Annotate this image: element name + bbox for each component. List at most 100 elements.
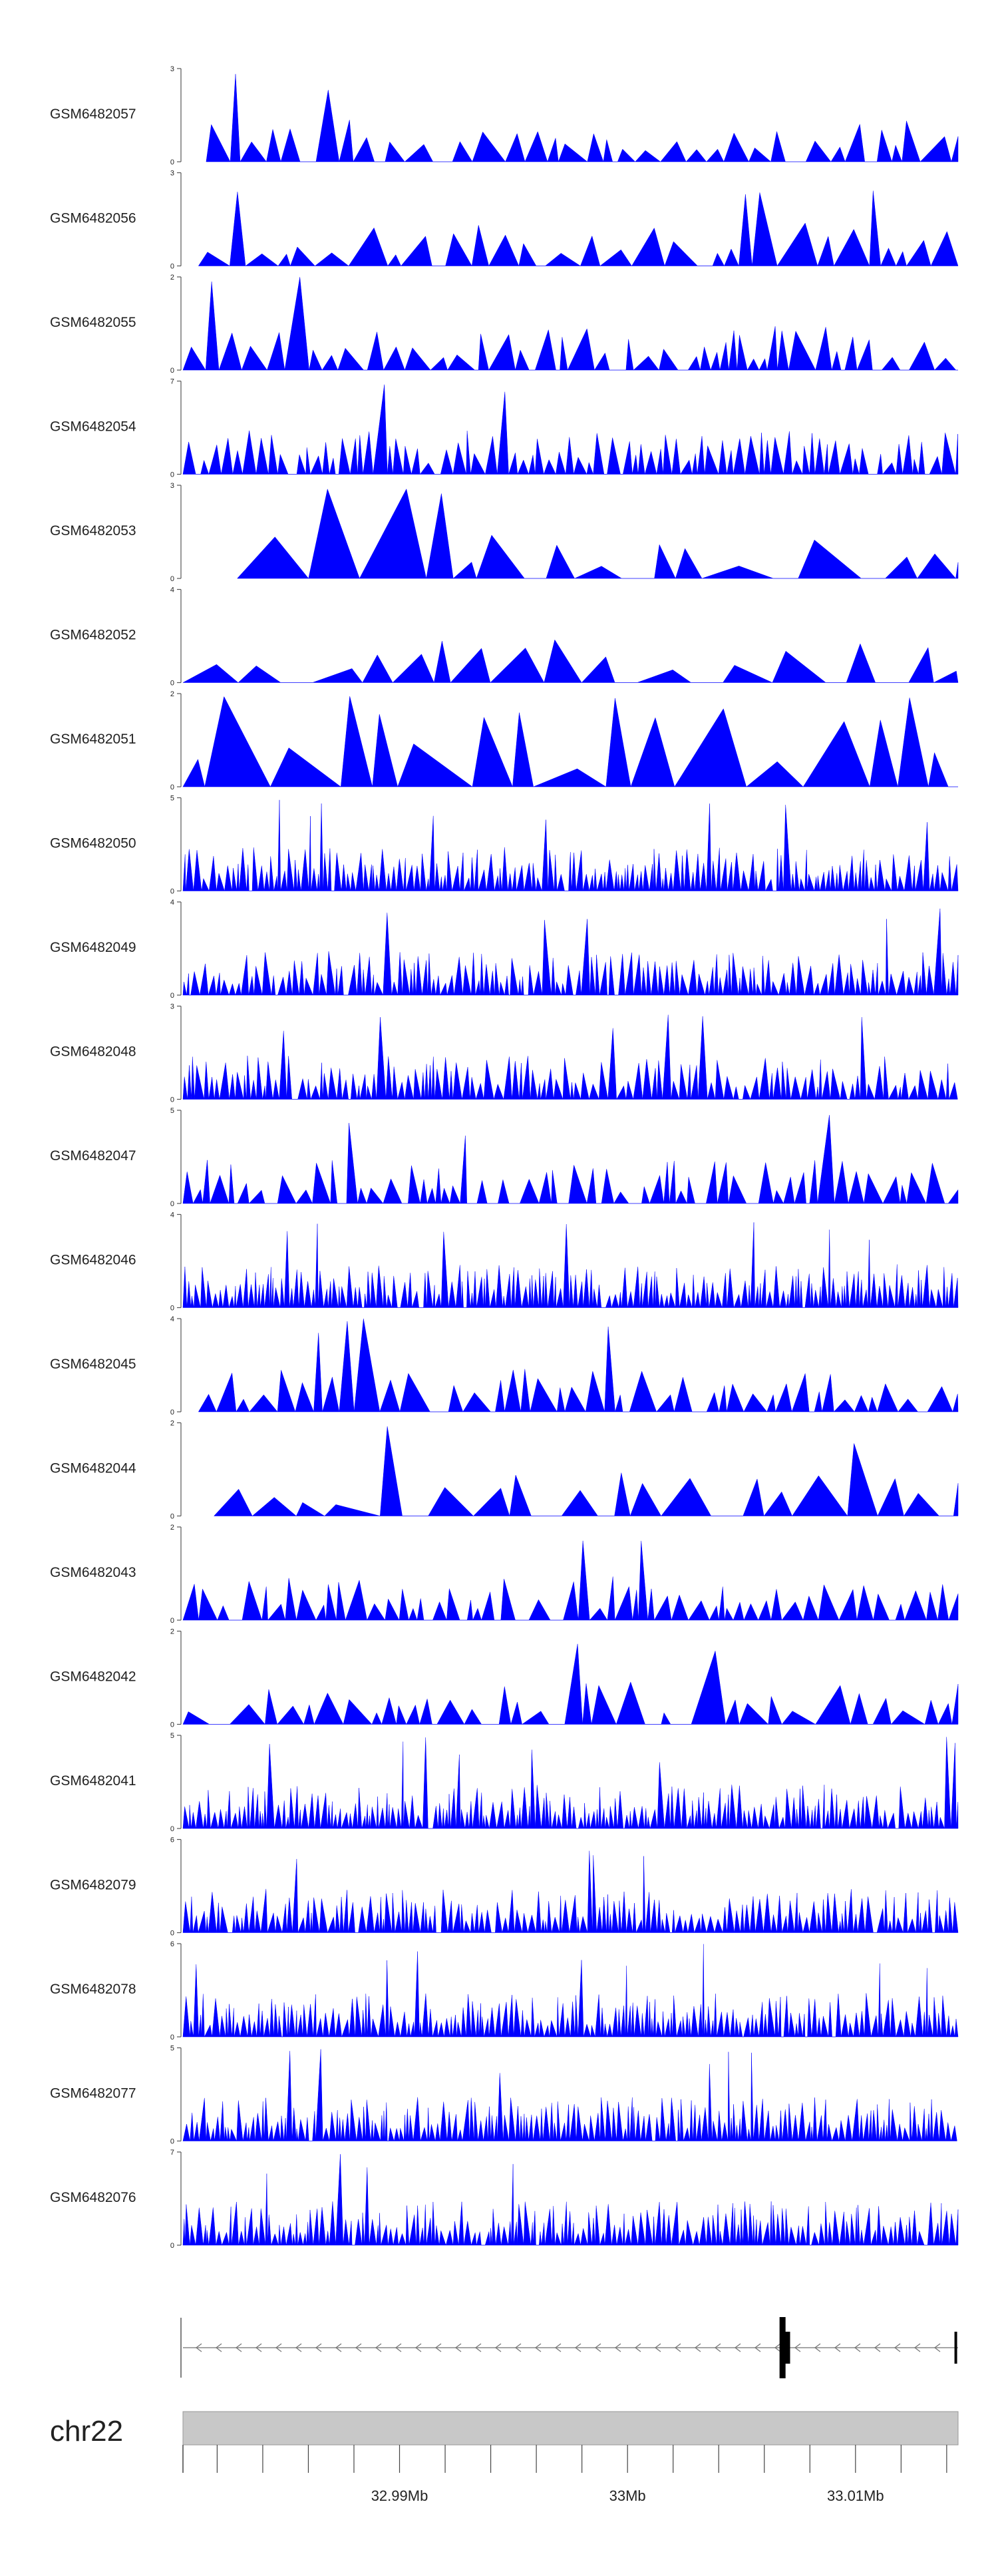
coverage-area [182, 1643, 959, 1725]
strand-arrow [255, 2343, 262, 2352]
strand-arrow [914, 2343, 921, 2352]
axis-tick-label: 33.01Mb [827, 2487, 884, 2504]
strand-arrow [195, 2343, 202, 2352]
track-label: GSM6482049 [50, 940, 136, 955]
track-GSM6482053: GSM6482053 3 0 [50, 482, 959, 583]
exon [954, 2332, 957, 2364]
track-label: GSM6482078 [50, 1982, 136, 1997]
coverage-area [182, 1737, 959, 1829]
track-GSM6482077: GSM6482077 5 0 [50, 2045, 957, 2146]
exon [784, 2332, 790, 2364]
strand-arrow [554, 2343, 562, 2352]
y-axis-zero-label: 0 [170, 2242, 174, 2250]
track-label: GSM6482076 [50, 2190, 136, 2205]
y-axis-max-label: 5 [170, 795, 174, 803]
strand-arrow [654, 2343, 661, 2352]
y-axis-zero-label: 0 [170, 1721, 174, 1729]
coverage-area [182, 696, 958, 787]
strand-arrow [794, 2343, 801, 2352]
y-axis-zero-label: 0 [170, 263, 174, 271]
strand-arrow [355, 2343, 362, 2352]
track-label: GSM6482043 [50, 1565, 136, 1580]
track-GSM6482046: GSM6482046 4 0 [50, 1211, 959, 1313]
y-axis-max-label: 2 [170, 1628, 174, 1636]
y-axis-max-label: 4 [170, 586, 174, 594]
track-GSM6482041: GSM6482041 5 0 [50, 1732, 959, 1833]
y-axis-max-label: 3 [170, 170, 174, 178]
y-axis-zero-label: 0 [170, 1096, 174, 1104]
y-axis-zero-label: 0 [170, 2034, 174, 2041]
strand-arrow [415, 2343, 422, 2352]
y-axis-zero-label: 0 [170, 1930, 174, 1938]
y-axis-zero-label: 0 [170, 471, 174, 479]
strand-arrow [674, 2343, 681, 2352]
y-axis-zero-label: 0 [170, 367, 174, 375]
exon [779, 2317, 786, 2378]
strand-arrow [574, 2343, 582, 2352]
strand-arrow [395, 2343, 402, 2352]
strand-arrow [474, 2343, 482, 2352]
chromosome-label: chr22 [50, 2415, 123, 2448]
coverage-area [182, 1222, 959, 1308]
track-label: GSM6482057 [50, 107, 136, 122]
track-label: GSM6482042 [50, 1669, 136, 1685]
track-GSM6482056: GSM6482056 3 0 [50, 170, 959, 271]
track-label: GSM6482052 [50, 628, 136, 643]
y-axis-max-label: 2 [170, 274, 174, 282]
track-GSM6482079: GSM6482079 6 0 [50, 1836, 959, 1938]
track-label: GSM6482056 [50, 211, 136, 226]
track-GSM6482055: GSM6482055 2 0 [50, 274, 958, 375]
track-label: GSM6482044 [50, 1461, 136, 1476]
gene-model [180, 2317, 958, 2378]
strand-arrow [494, 2343, 502, 2352]
track-GSM6482051: GSM6482051 2 0 [50, 690, 958, 791]
y-axis-max-label: 2 [170, 690, 174, 698]
track-GSM6482078: GSM6482078 6 0 [50, 1940, 959, 2041]
y-axis-max-label: 5 [170, 2045, 174, 2053]
coverage-area [182, 1944, 959, 2038]
track-label: GSM6482050 [50, 836, 136, 851]
track-label: GSM6482051 [50, 732, 136, 747]
y-axis-max-label: 4 [170, 899, 174, 907]
strand-arrow [814, 2343, 821, 2352]
strand-arrow [894, 2343, 901, 2352]
y-axis-max-label: 5 [170, 1107, 174, 1115]
y-axis-zero-label: 0 [170, 2138, 174, 2146]
strand-arrow [714, 2343, 721, 2352]
y-axis-zero-label: 0 [170, 1408, 174, 1416]
strand-arrow [874, 2343, 881, 2352]
track-label: GSM6482079 [50, 1878, 136, 1893]
coverage-area [182, 277, 958, 371]
coverage-area [182, 1115, 959, 1204]
strand-arrow [275, 2343, 282, 2352]
strand-arrow [375, 2343, 382, 2352]
coverage-area [198, 190, 959, 267]
track-GSM6482049: GSM6482049 4 0 [50, 899, 959, 1000]
track-GSM6482057: GSM6482057 3 0 [50, 65, 959, 166]
strand-arrow [295, 2343, 302, 2352]
track-label: GSM6482048 [50, 1044, 136, 1060]
track-label: GSM6482045 [50, 1357, 136, 1372]
y-axis-max-label: 2 [170, 1524, 174, 1532]
track-label: GSM6482041 [50, 1773, 136, 1789]
y-axis-max-label: 2 [170, 1420, 174, 1428]
strand-arrow [235, 2343, 242, 2352]
track-label: GSM6482077 [50, 2086, 136, 2101]
y-axis-zero-label: 0 [170, 680, 174, 688]
y-axis-max-label: 7 [170, 378, 174, 386]
y-axis-max-label: 3 [170, 65, 174, 73]
y-axis-zero-label: 0 [170, 888, 174, 896]
track-GSM6482052: GSM6482052 4 0 [50, 586, 959, 688]
y-axis-zero-label: 0 [170, 158, 174, 166]
strand-arrow [634, 2343, 641, 2352]
strand-arrow [514, 2343, 522, 2352]
strand-arrow [834, 2343, 841, 2352]
track-GSM6482043: GSM6482043 2 0 [50, 1524, 959, 1625]
strand-arrow [694, 2343, 701, 2352]
y-axis-zero-label: 0 [170, 992, 174, 1000]
strand-arrow [774, 2343, 781, 2352]
coverage-area [182, 2049, 957, 2141]
strand-arrow [734, 2343, 741, 2352]
y-axis-max-label: 5 [170, 1732, 174, 1740]
strand-arrow [933, 2343, 941, 2352]
